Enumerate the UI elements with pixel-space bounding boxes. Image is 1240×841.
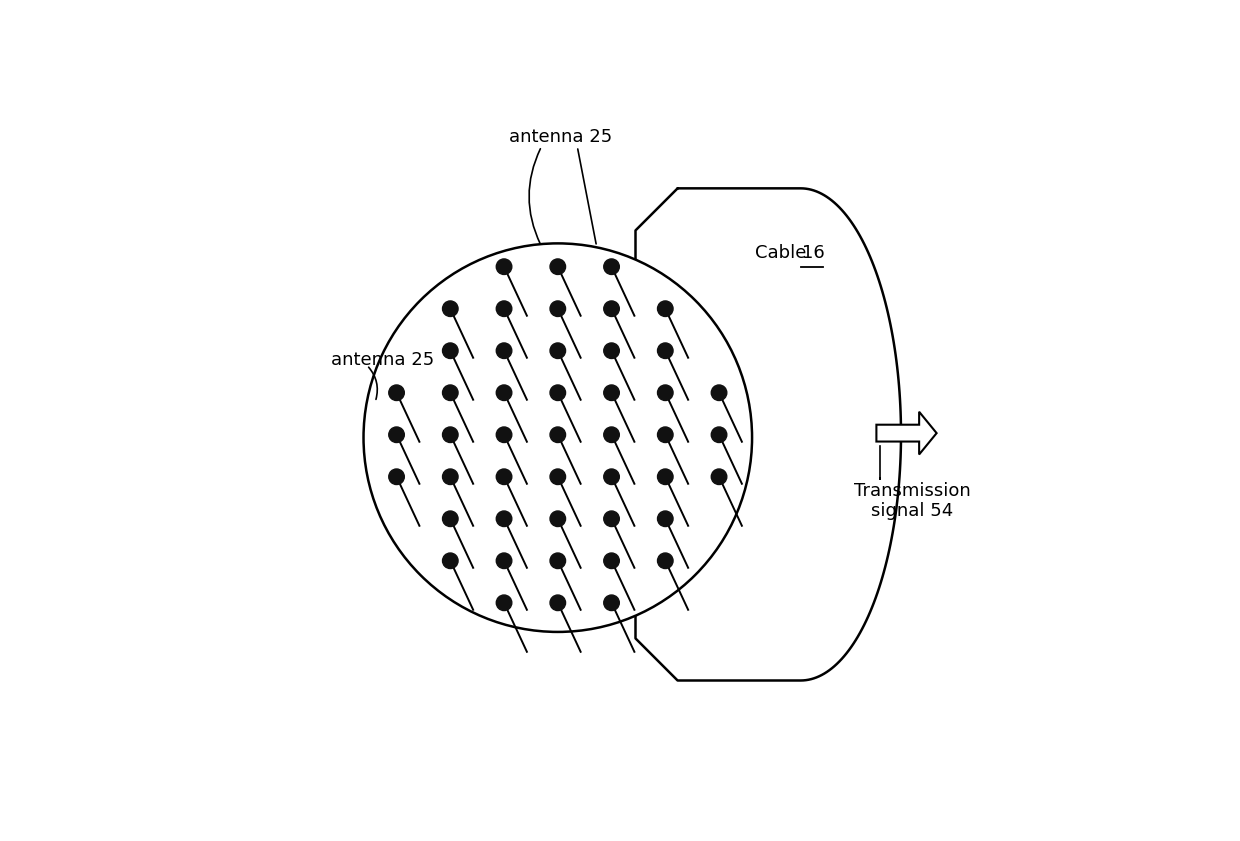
Circle shape xyxy=(657,427,673,442)
Circle shape xyxy=(443,385,458,400)
Text: antenna 25: antenna 25 xyxy=(331,351,434,369)
Circle shape xyxy=(604,385,619,400)
Circle shape xyxy=(712,385,727,400)
Circle shape xyxy=(443,343,458,358)
Circle shape xyxy=(551,301,565,316)
Circle shape xyxy=(496,595,512,611)
Circle shape xyxy=(657,385,673,400)
Circle shape xyxy=(657,553,673,569)
Circle shape xyxy=(712,427,727,442)
Circle shape xyxy=(443,469,458,484)
Circle shape xyxy=(604,511,619,526)
Circle shape xyxy=(604,259,619,274)
Circle shape xyxy=(389,427,404,442)
Circle shape xyxy=(496,511,512,526)
Circle shape xyxy=(551,511,565,526)
Circle shape xyxy=(551,343,565,358)
Circle shape xyxy=(496,385,512,400)
Text: 16: 16 xyxy=(802,244,825,262)
Circle shape xyxy=(604,343,619,358)
Text: antenna 25: antenna 25 xyxy=(510,128,613,145)
Circle shape xyxy=(496,553,512,569)
Circle shape xyxy=(657,343,673,358)
Circle shape xyxy=(496,469,512,484)
Circle shape xyxy=(551,259,565,274)
Circle shape xyxy=(443,301,458,316)
Circle shape xyxy=(551,385,565,400)
Circle shape xyxy=(443,427,458,442)
Circle shape xyxy=(551,469,565,484)
Circle shape xyxy=(551,595,565,611)
Circle shape xyxy=(363,243,753,632)
Polygon shape xyxy=(877,412,936,454)
Polygon shape xyxy=(635,188,901,680)
Circle shape xyxy=(389,385,404,400)
Circle shape xyxy=(604,469,619,484)
Circle shape xyxy=(551,427,565,442)
Circle shape xyxy=(496,343,512,358)
Circle shape xyxy=(496,427,512,442)
Circle shape xyxy=(604,301,619,316)
Circle shape xyxy=(604,427,619,442)
Circle shape xyxy=(443,511,458,526)
Circle shape xyxy=(657,301,673,316)
Text: Transmission
signal 54: Transmission signal 54 xyxy=(853,482,971,521)
Circle shape xyxy=(657,469,673,484)
Circle shape xyxy=(604,595,619,611)
Circle shape xyxy=(551,553,565,569)
Circle shape xyxy=(443,553,458,569)
Circle shape xyxy=(604,553,619,569)
Circle shape xyxy=(712,469,727,484)
Circle shape xyxy=(389,469,404,484)
Circle shape xyxy=(496,259,512,274)
Circle shape xyxy=(496,301,512,316)
Text: Cable: Cable xyxy=(755,244,812,262)
Circle shape xyxy=(657,511,673,526)
